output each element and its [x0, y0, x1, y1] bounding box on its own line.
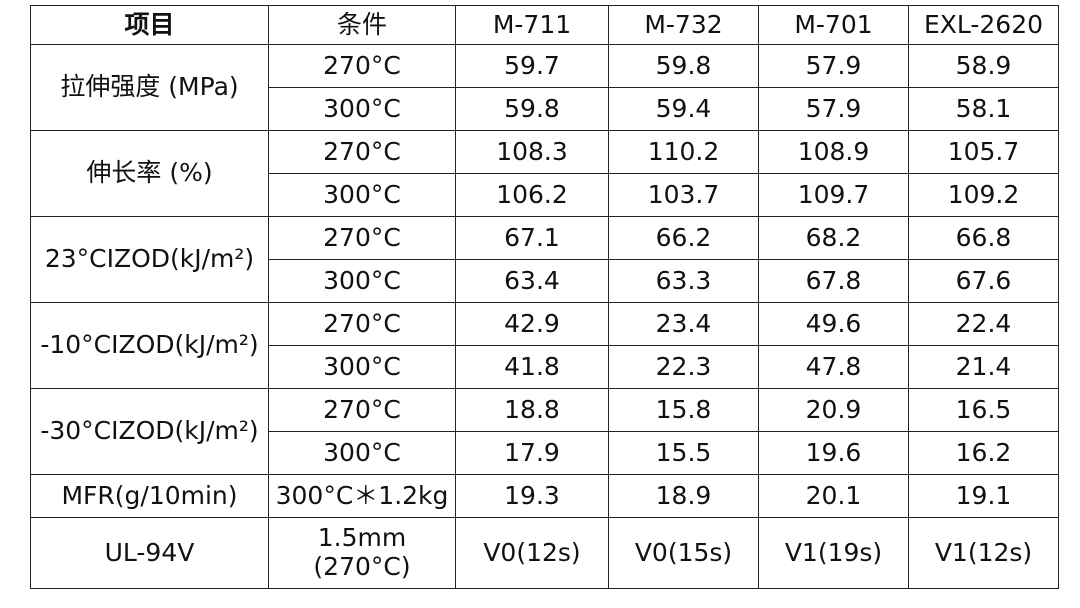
- condition-cell: 300°C: [268, 345, 456, 389]
- value-cell: 63.3: [608, 259, 759, 303]
- table-row: 拉伸强度 (MPa) 270°C 59.7 59.8 57.9 58.9: [30, 44, 1059, 131]
- value-cell: 63.4: [455, 259, 609, 303]
- table-row: 伸长率 (%) 270°C 108.3 110.2 108.9 105.7: [30, 130, 1059, 217]
- value-cell: 109.2: [908, 173, 1059, 217]
- value-cell: 58.9: [908, 44, 1059, 88]
- value-cell: 106.2: [455, 173, 609, 217]
- value-cell: 57.9: [758, 44, 909, 88]
- data-table: 项目 条件 M-711 M-732 M-701 EXL-2620 拉伸强度 (MPa) 27…: [30, 5, 1059, 589]
- table-row: MFR(g/10min) 300°C＊1.2kg 19.3 18.9 20.1 19.1: [30, 474, 1059, 518]
- value-cell: 15.5: [608, 431, 759, 475]
- value-cell: 105.7: [908, 130, 1059, 174]
- condition-cell: 300°C: [268, 173, 456, 217]
- value-cell: 59.8: [608, 44, 759, 88]
- value-cell: 16.5: [908, 388, 1059, 432]
- condition-cell: 270°C: [268, 130, 456, 174]
- table-body: 拉伸强度 (MPa) 270°C 59.7 59.8 57.9 58.9 300°C 59.8…: [30, 44, 1059, 589]
- value-cell: 16.2: [908, 431, 1059, 475]
- table-row: 23°CIZOD(kJ/m²) 270°C 67.1 66.2 68.2 66.8: [30, 216, 1059, 303]
- value-cell: 19.1: [908, 474, 1059, 518]
- group-label: -30°CIZOD(kJ/m²): [30, 388, 269, 475]
- condition-cell: 270°C: [268, 44, 456, 88]
- value-cell: 59.8: [455, 87, 609, 131]
- table-row: 300°C 106.2 103.7 109.7 109.2: [31, 173, 1059, 217]
- header-cell: 条件: [268, 5, 456, 45]
- table-row: UL-94V 1.5mm (270°C) V0(12s) V0(15s) V1(19s)…: [30, 517, 1059, 589]
- value-cell: V0(12s): [455, 517, 609, 589]
- value-cell: 21.4: [908, 345, 1059, 389]
- header-cell: M-732: [608, 5, 759, 45]
- value-cell: 41.8: [455, 345, 609, 389]
- value-cell: 68.2: [758, 216, 909, 260]
- group-label: UL-94V: [30, 517, 269, 589]
- table-row: -10°CIZOD(kJ/m²) 270°C 42.9 23.4 49.6 22.4: [30, 302, 1059, 389]
- value-cell: 108.9: [758, 130, 909, 174]
- value-cell: 109.7: [758, 173, 909, 217]
- header-cell: M-701: [758, 5, 909, 45]
- header-cell: EXL-2620: [908, 5, 1059, 45]
- header-cell: 项目: [30, 5, 269, 45]
- value-cell: 19.3: [455, 474, 609, 518]
- value-cell: 67.8: [758, 259, 909, 303]
- group-label: MFR(g/10min): [30, 474, 269, 518]
- value-cell: 58.1: [908, 87, 1059, 131]
- table-row: 300°C 63.4 63.3 67.8 67.6: [31, 259, 1059, 303]
- value-cell: 49.6: [758, 302, 909, 346]
- value-cell: 67.6: [908, 259, 1059, 303]
- value-cell: 17.9: [455, 431, 609, 475]
- condition-cell: 1.5mm (270°C): [268, 517, 456, 589]
- value-cell: 110.2: [608, 130, 759, 174]
- header-cell: M-711: [455, 5, 609, 45]
- condition-cell: 300°C: [268, 431, 456, 475]
- value-cell: 19.6: [758, 431, 909, 475]
- group-label: 拉伸强度 (MPa): [30, 44, 269, 131]
- value-cell: 20.9: [758, 388, 909, 432]
- condition-cell: 270°C: [268, 388, 456, 432]
- value-cell: 66.2: [608, 216, 759, 260]
- table-row: -30°CIZOD(kJ/m²) 270°C 18.8 15.8 20.9 16.5: [30, 388, 1059, 475]
- condition-cell: 270°C: [268, 302, 456, 346]
- value-cell: 67.1: [455, 216, 609, 260]
- value-cell: 57.9: [758, 87, 909, 131]
- value-cell: V1(19s): [758, 517, 909, 589]
- value-cell: 59.4: [608, 87, 759, 131]
- value-cell: 66.8: [908, 216, 1059, 260]
- value-cell: 42.9: [455, 302, 609, 346]
- condition-cell: 300°C: [268, 87, 456, 131]
- value-cell: 22.4: [908, 302, 1059, 346]
- header-row: 项目 条件 M-711 M-732 M-701 EXL-2620: [30, 5, 1059, 45]
- condition-cell: 300°C＊1.2kg: [268, 474, 456, 518]
- value-cell: 47.8: [758, 345, 909, 389]
- value-cell: 15.8: [608, 388, 759, 432]
- group-label: -10°CIZOD(kJ/m²): [30, 302, 269, 389]
- table-row: 300°C 41.8 22.3 47.8 21.4: [31, 345, 1059, 389]
- group-label: 23°CIZOD(kJ/m²): [30, 216, 269, 303]
- value-cell: 18.9: [608, 474, 759, 518]
- table-row: 300°C 17.9 15.5 19.6 16.2: [31, 431, 1059, 475]
- group-label: 伸长率 (%): [30, 130, 269, 217]
- value-cell: 22.3: [608, 345, 759, 389]
- value-cell: 18.8: [455, 388, 609, 432]
- condition-cell: 270°C: [268, 216, 456, 260]
- value-cell: V1(12s): [908, 517, 1059, 589]
- condition-cell: 300°C: [268, 259, 456, 303]
- value-cell: 108.3: [455, 130, 609, 174]
- value-cell: 23.4: [608, 302, 759, 346]
- value-cell: 20.1: [758, 474, 909, 518]
- value-cell: 103.7: [608, 173, 759, 217]
- value-cell: V0(15s): [608, 517, 759, 589]
- value-cell: 59.7: [455, 44, 609, 88]
